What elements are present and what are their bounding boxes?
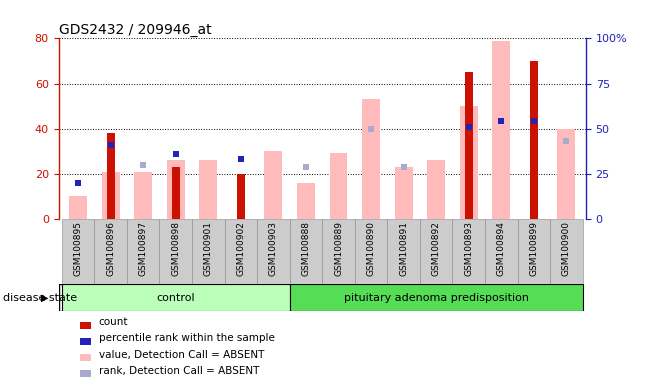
Bar [69,196,87,219]
Bar [94,219,127,284]
Bar [237,174,245,219]
Bar [395,167,413,219]
Text: count: count [99,318,128,328]
Text: GSM100903: GSM100903 [269,221,278,276]
Text: GSM100898: GSM100898 [171,221,180,276]
Bar [79,321,91,329]
Bar [79,354,91,361]
Text: GSM100892: GSM100892 [432,221,441,276]
Bar [492,41,510,219]
Text: value, Detection Call = ABSENT: value, Detection Call = ABSENT [99,349,264,359]
Text: ▶: ▶ [41,293,49,303]
Bar [550,219,583,284]
Bar [355,219,387,284]
Bar [518,219,550,284]
Bar [452,219,485,284]
Bar [102,172,120,219]
Text: GSM100889: GSM100889 [334,221,343,276]
Bar [485,219,518,284]
Bar [427,160,445,219]
Text: GDS2432 / 209946_at: GDS2432 / 209946_at [59,23,211,37]
Text: GSM100902: GSM100902 [236,221,245,276]
Bar [192,219,225,284]
Bar [167,160,185,219]
Bar [134,172,152,219]
Bar [264,151,283,219]
Bar [79,370,91,377]
Text: rank, Detection Call = ABSENT: rank, Detection Call = ABSENT [99,366,259,376]
Bar [297,183,315,219]
Text: GSM100893: GSM100893 [464,221,473,276]
Bar [329,154,348,219]
Bar [225,219,257,284]
Text: GSM100888: GSM100888 [301,221,311,276]
Bar [127,219,159,284]
Text: GSM100890: GSM100890 [367,221,376,276]
Bar [172,167,180,219]
Text: GSM100897: GSM100897 [139,221,148,276]
Text: GSM100894: GSM100894 [497,221,506,276]
Text: GSM100891: GSM100891 [399,221,408,276]
Bar [107,133,115,219]
Text: GSM100899: GSM100899 [529,221,538,276]
Text: GSM100895: GSM100895 [74,221,83,276]
Text: disease state: disease state [3,293,77,303]
Bar [62,284,290,311]
Bar [460,106,478,219]
Text: pituitary adenoma predisposition: pituitary adenoma predisposition [344,293,529,303]
Bar [387,219,420,284]
Bar [290,219,322,284]
Text: percentile rank within the sample: percentile rank within the sample [99,333,275,343]
Text: control: control [156,293,195,303]
Bar [530,61,538,219]
Text: GSM100900: GSM100900 [562,221,571,276]
Bar [420,219,452,284]
Bar [257,219,290,284]
Text: GSM100901: GSM100901 [204,221,213,276]
Bar [557,129,575,219]
Bar [362,99,380,219]
Bar [199,160,217,219]
Bar [290,284,583,311]
Bar [465,72,473,219]
Bar [159,219,192,284]
Bar [322,219,355,284]
Text: GSM100896: GSM100896 [106,221,115,276]
Bar [62,219,94,284]
Bar [79,338,91,344]
